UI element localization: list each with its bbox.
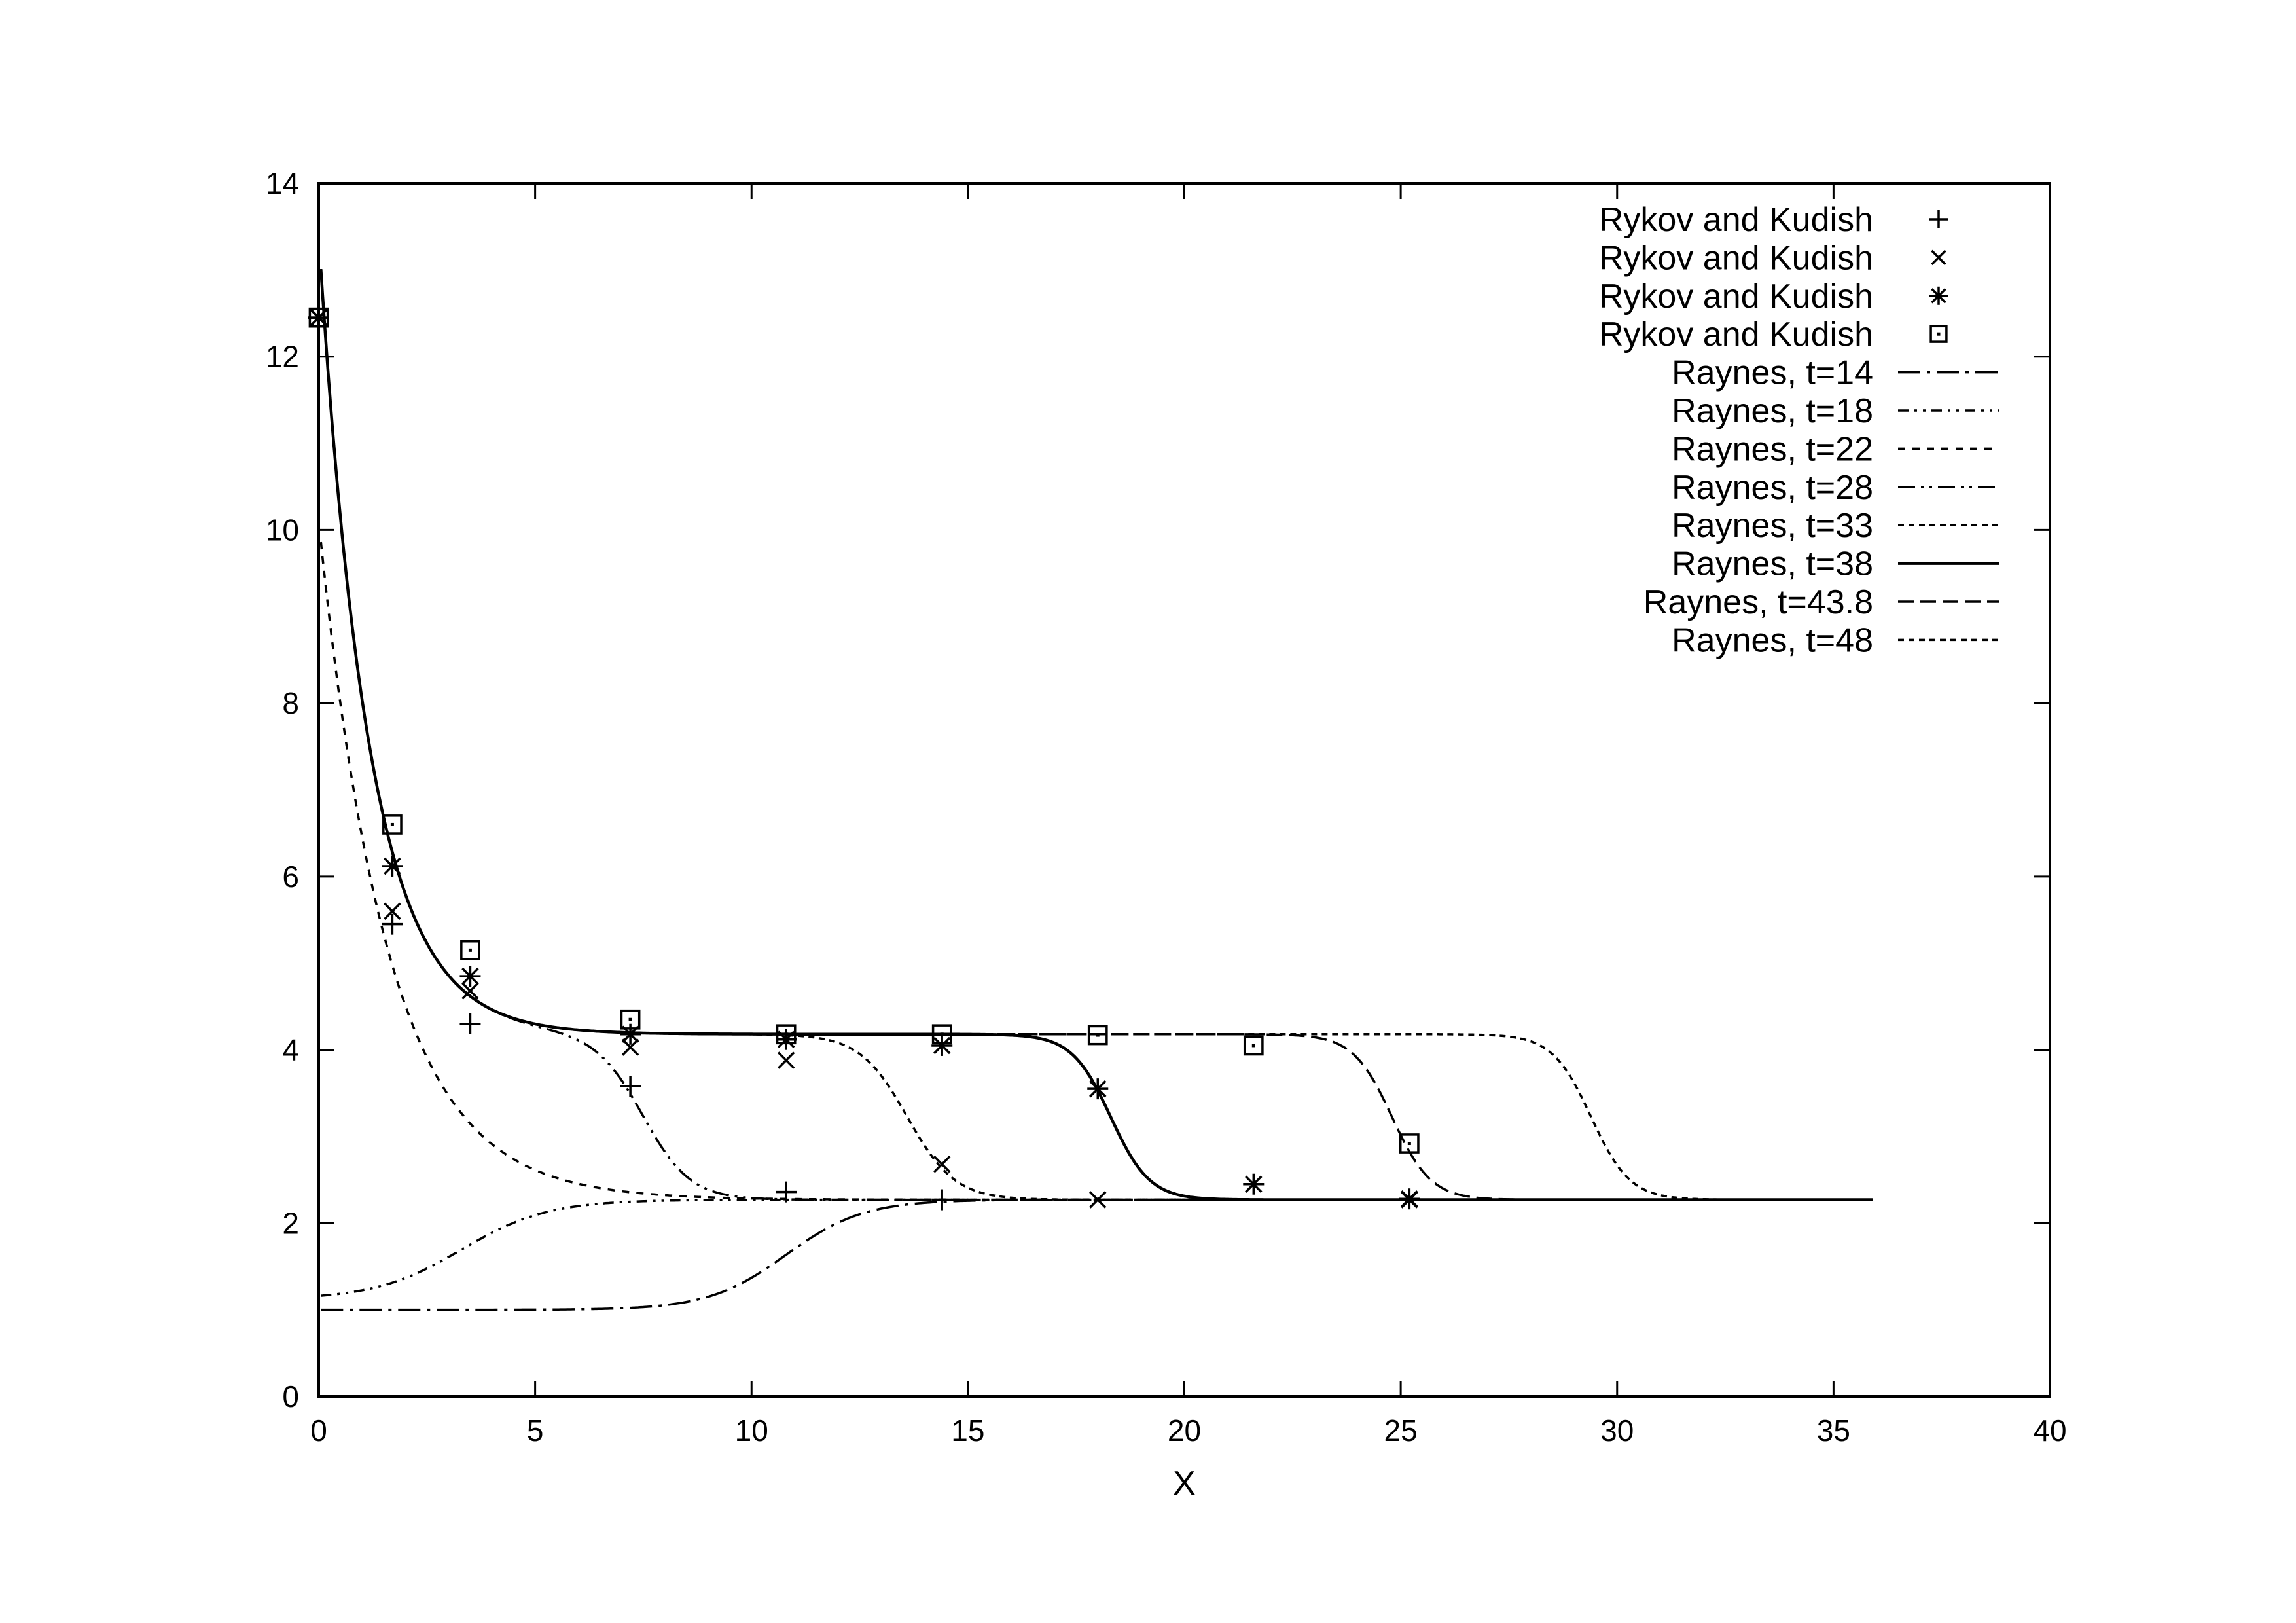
marker-cross xyxy=(461,982,479,1000)
legend-marker-cross xyxy=(1931,249,1946,266)
marker-square xyxy=(1087,1025,1108,1046)
legend-marker-plus xyxy=(1929,210,1948,228)
legend-label: Raynes, t=48 xyxy=(1672,621,1873,659)
line-series-22 xyxy=(319,541,1873,1201)
line-series-group xyxy=(319,269,1873,1311)
legend-label: Rykov and Kudish xyxy=(1599,201,1873,239)
marker-cross xyxy=(1089,1191,1107,1209)
marker-cross xyxy=(933,1156,951,1173)
square-dot xyxy=(784,1032,788,1036)
x-tick-label: 35 xyxy=(1817,1413,1850,1448)
y-tick-label: 14 xyxy=(266,166,299,200)
line-series-33 xyxy=(319,269,1873,1201)
axis-ticks xyxy=(317,182,2051,1398)
tick-labels: 0 5 10 15 20 25 30 35 40 0 2 4 6 8 10 12 14 xyxy=(266,166,2067,1448)
x-tick-label: 0 xyxy=(310,1413,327,1448)
marker-square xyxy=(1399,1133,1420,1154)
square-dot xyxy=(1937,332,1941,336)
marker-series-group xyxy=(308,307,1420,1211)
x-tick-label: 40 xyxy=(2033,1413,2066,1448)
marker-star xyxy=(931,1034,953,1056)
y-tick-label: 4 xyxy=(282,1033,299,1067)
marker-cross xyxy=(777,1051,795,1069)
marker-plus xyxy=(776,1181,797,1203)
marker-star xyxy=(1243,1173,1265,1195)
marker-plus xyxy=(382,913,403,935)
legend-label: Raynes, t=33 xyxy=(1672,507,1873,545)
line-series-14 xyxy=(321,1198,1873,1311)
square-dot xyxy=(468,948,472,952)
square-dot xyxy=(940,1032,944,1036)
marker-star xyxy=(1087,1078,1109,1100)
x-tick-label: 15 xyxy=(951,1413,984,1448)
y-tick-label: 2 xyxy=(282,1206,299,1240)
legend-label: Rykov and Kudish xyxy=(1599,278,1873,316)
marker-star xyxy=(1399,1188,1420,1210)
line-series-38 xyxy=(319,269,1873,1201)
square-dot xyxy=(1096,1033,1100,1037)
x-tick-label: 25 xyxy=(1384,1413,1418,1448)
marker-square xyxy=(460,940,480,960)
legend-label: Raynes, t=43.8 xyxy=(1643,583,1873,621)
square-dot xyxy=(1407,1142,1411,1146)
x-axis-label: X xyxy=(1173,1465,1196,1503)
marker-plus xyxy=(459,1013,481,1034)
marker-square xyxy=(931,1024,952,1045)
legend-label: Rykov and Kudish xyxy=(1599,239,1873,277)
x-tick-label: 30 xyxy=(1600,1413,1634,1448)
marker-star xyxy=(382,855,403,877)
marker-star xyxy=(459,966,481,987)
square-dot xyxy=(628,1017,632,1021)
legend-label: Raynes, t=14 xyxy=(1672,354,1873,392)
y-tick-label: 6 xyxy=(282,860,299,894)
y-tick-label: 0 xyxy=(282,1379,299,1413)
y-tick-label: 8 xyxy=(282,686,299,720)
x-tick-label: 10 xyxy=(735,1413,768,1448)
line-series-43.8 xyxy=(319,269,1873,1201)
y-tick-label: 12 xyxy=(266,340,299,374)
marker-star xyxy=(776,1029,797,1050)
square-dot xyxy=(390,822,394,826)
x-tick-label: 20 xyxy=(1168,1413,1201,1448)
line-series-18 xyxy=(321,1198,1873,1297)
y-tick-label: 10 xyxy=(266,513,299,547)
legend-label: Raynes, t=38 xyxy=(1672,545,1873,583)
legend-label: Rykov and Kudish xyxy=(1599,316,1873,354)
marker-square xyxy=(382,814,403,835)
square-dot xyxy=(1251,1044,1255,1048)
marker-cross xyxy=(384,902,401,921)
marker-square xyxy=(620,1009,641,1030)
legend-marker-star xyxy=(1929,286,1948,305)
marker-plus xyxy=(620,1076,641,1097)
legend-marker-square xyxy=(1929,325,1948,343)
line-series-28 xyxy=(319,269,1873,1201)
marker-star xyxy=(620,1023,641,1045)
marker-square xyxy=(776,1024,797,1045)
marker-plus xyxy=(931,1189,953,1211)
marker-square xyxy=(1243,1035,1264,1056)
marker-cross xyxy=(621,1038,639,1056)
legend-label: Raynes, t=18 xyxy=(1672,392,1873,430)
line-series-48 xyxy=(319,269,1873,1201)
legend-label: Raynes, t=28 xyxy=(1672,469,1873,507)
legend-label: Raynes, t=22 xyxy=(1672,430,1873,468)
x-tick-label: 5 xyxy=(527,1413,544,1448)
